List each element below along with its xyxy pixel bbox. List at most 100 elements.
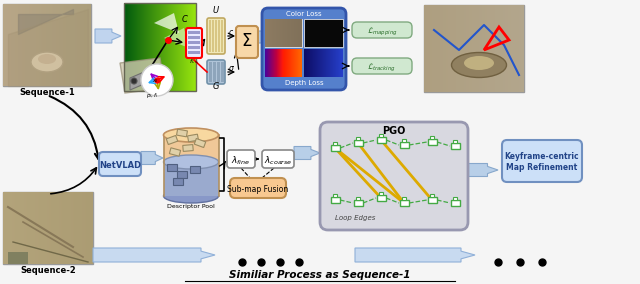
Bar [285, 19, 286, 47]
Bar [75, 192, 76, 264]
Bar [322, 49, 323, 77]
FancyBboxPatch shape [207, 18, 225, 54]
FancyBboxPatch shape [230, 178, 286, 198]
Bar [152, 3, 153, 91]
Bar [298, 19, 299, 47]
Bar [52, 192, 53, 264]
Bar [49, 4, 50, 86]
Bar [38, 4, 39, 86]
Text: Similiar Process as Sequence-1: Similiar Process as Sequence-1 [229, 270, 411, 280]
Bar [279, 19, 280, 47]
Bar [481, 5, 482, 92]
Bar [313, 49, 314, 77]
Bar [442, 5, 443, 92]
Bar [141, 3, 142, 91]
Bar [86, 4, 87, 86]
Text: NetVLAD: NetVLAD [99, 161, 141, 170]
Bar [70, 4, 71, 86]
Bar [272, 19, 273, 47]
Bar [77, 192, 78, 264]
Bar [281, 19, 282, 47]
Bar [332, 49, 333, 77]
Bar [221, 20, 223, 52]
Bar [19, 192, 20, 264]
Ellipse shape [163, 189, 218, 203]
Bar [20, 4, 21, 86]
Bar [60, 4, 61, 86]
FancyArrow shape [95, 29, 121, 43]
Bar [24, 192, 25, 264]
Bar [177, 171, 187, 178]
Bar [267, 19, 268, 47]
Bar [213, 62, 216, 82]
FancyBboxPatch shape [262, 8, 346, 90]
Bar [325, 49, 326, 77]
Bar [482, 5, 483, 92]
Bar [329, 49, 330, 77]
Bar [340, 49, 341, 77]
Bar [166, 3, 167, 91]
Bar [78, 4, 79, 86]
Bar [12, 4, 13, 86]
Bar [467, 5, 468, 92]
Bar [288, 49, 289, 77]
Bar [333, 49, 334, 77]
Bar [498, 5, 499, 92]
Bar [331, 145, 340, 151]
Ellipse shape [31, 52, 63, 72]
FancyArrow shape [93, 248, 215, 262]
Bar [495, 5, 496, 92]
Bar [11, 4, 12, 86]
Bar [463, 5, 464, 92]
Bar [22, 4, 23, 86]
Bar [54, 4, 55, 86]
Bar [65, 4, 66, 86]
Bar [217, 62, 220, 82]
Bar [184, 3, 185, 91]
Bar [31, 192, 32, 264]
Bar [462, 5, 463, 92]
Bar [90, 192, 91, 264]
Bar [308, 49, 309, 77]
Bar [429, 5, 430, 92]
Bar [517, 5, 518, 92]
Bar [146, 3, 147, 91]
Bar [277, 49, 278, 77]
Bar [483, 5, 484, 92]
Bar [505, 5, 506, 92]
Bar [436, 5, 437, 92]
Text: Sub-map Fusion: Sub-map Fusion [227, 185, 289, 194]
Bar [57, 192, 58, 264]
Bar [445, 5, 446, 92]
Bar [25, 192, 26, 264]
Bar [489, 5, 490, 92]
Text: PGO: PGO [382, 126, 406, 136]
Bar [327, 49, 328, 77]
Bar [267, 49, 268, 77]
Bar [73, 192, 74, 264]
Bar [80, 4, 81, 86]
Bar [444, 5, 445, 92]
Text: Descriptor Pool: Descriptor Pool [167, 204, 215, 209]
Bar [431, 5, 432, 92]
Bar [145, 3, 146, 91]
Bar [469, 5, 470, 92]
Bar [147, 3, 148, 91]
Bar [281, 49, 282, 77]
Bar [36, 4, 37, 86]
Bar [468, 5, 469, 92]
Bar [507, 5, 508, 92]
Bar [160, 3, 161, 91]
Bar [175, 3, 176, 91]
Bar [51, 4, 52, 86]
Bar [356, 137, 360, 140]
Bar [336, 49, 337, 77]
Bar [270, 49, 271, 77]
Bar [271, 19, 272, 47]
Bar [458, 5, 459, 92]
Bar [171, 3, 172, 91]
Bar [88, 4, 89, 86]
Bar [169, 3, 170, 91]
Bar [514, 5, 515, 92]
Bar [492, 5, 493, 92]
